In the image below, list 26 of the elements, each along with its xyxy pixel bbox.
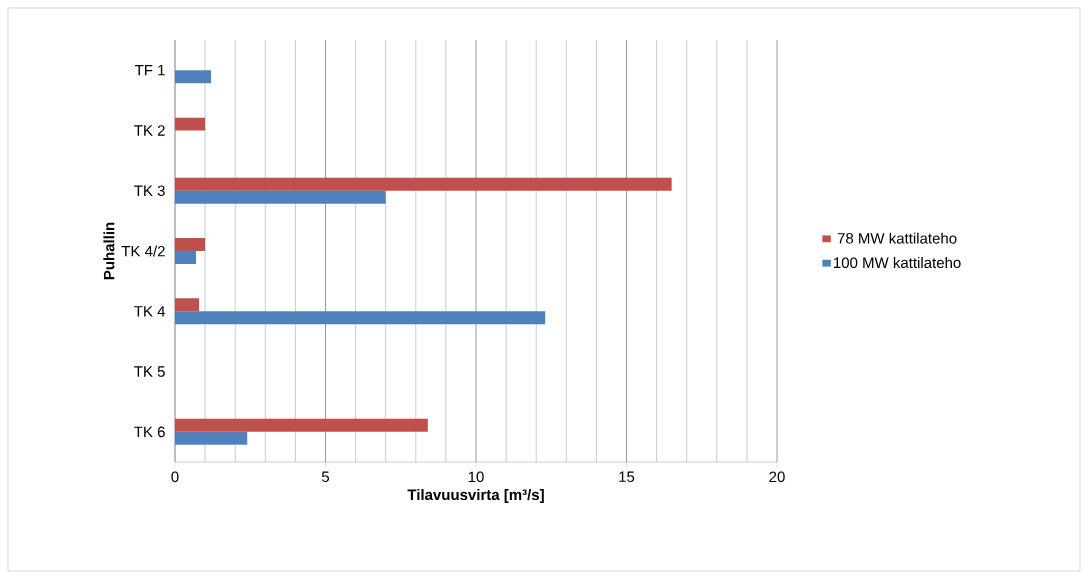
- bar: [175, 298, 200, 312]
- bar: [175, 418, 428, 432]
- x-tick-label: 10: [468, 471, 484, 483]
- bar: [175, 311, 546, 325]
- y-tick-label: TK 2: [134, 125, 165, 136]
- bar: [175, 238, 206, 252]
- y-tick-label: TK 4: [134, 306, 166, 317]
- x-tick-label: 20: [769, 471, 785, 483]
- y-axis-title: Puhallin: [103, 222, 115, 280]
- bar: [175, 177, 672, 191]
- y-tick-label: TF 1: [134, 64, 165, 76]
- y-tick-label: TK 3: [134, 185, 165, 197]
- bar: [175, 251, 197, 265]
- y-tick-label: TK 5: [134, 366, 165, 377]
- y-tick-label: TK 4/2: [121, 245, 165, 257]
- legend-label: 100 MW kattilateho: [834, 257, 961, 269]
- bar: [175, 190, 386, 204]
- y-tick-label: TK 6: [134, 426, 165, 438]
- bar: [175, 117, 206, 131]
- x-axis-title: Tilavuusvirta [m³/s]: [407, 489, 544, 503]
- x-tick-label: 5: [321, 471, 330, 482]
- x-tick-label: 0: [171, 471, 179, 483]
- bar: [175, 431, 248, 445]
- bar: [175, 70, 212, 84]
- legend-label: 78 MW kattilateho: [837, 232, 957, 244]
- x-tick-label: 15: [619, 471, 635, 482]
